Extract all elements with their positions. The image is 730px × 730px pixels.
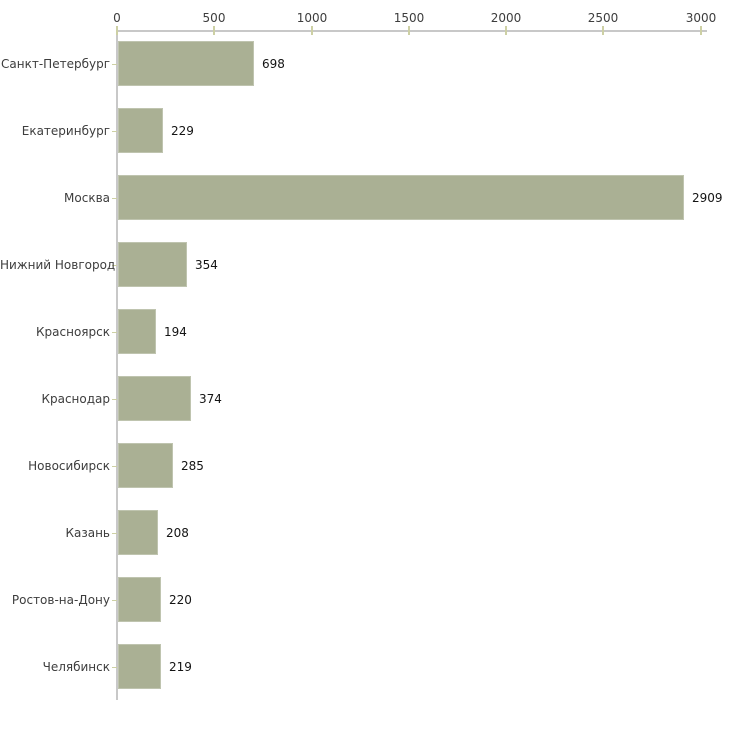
y-tick-mark [112,466,117,467]
value-label: 229 [171,124,194,138]
category-label: Новосибирск [28,459,110,473]
x-tick-label: 0 [113,11,121,25]
x-tick-mark [408,26,410,35]
bar [118,175,684,220]
y-tick-mark [112,399,117,400]
value-label: 208 [166,526,189,540]
category-label: Санкт-Петербург [1,57,110,71]
value-label: 220 [169,593,192,607]
bar [118,41,254,86]
y-tick-mark [112,600,117,601]
x-tick-mark [116,26,118,35]
category-label: Краснодар [41,392,110,406]
y-tick-mark [112,198,117,199]
x-tick-label: 2500 [587,11,619,25]
value-label: 374 [199,392,222,406]
category-label: Нижний Новгород [0,258,116,272]
y-tick-mark [112,667,117,668]
bar [118,376,191,421]
bar [118,510,158,555]
x-tick-label: 2000 [490,11,522,25]
bar [118,309,156,354]
bar [118,644,161,689]
y-tick-mark [112,332,117,333]
bar [118,577,161,622]
x-tick-label: 3000 [685,11,717,25]
y-tick-mark [112,64,117,65]
value-label: 285 [181,459,204,473]
value-label: 194 [164,325,187,339]
x-tick-label: 1500 [393,11,425,25]
category-label: Ростов-на-Дону [11,593,110,607]
bar [118,242,187,287]
x-tick-label: 500 [202,11,226,25]
value-label: 354 [195,258,218,272]
y-tick-mark [112,533,117,534]
x-tick-mark [602,26,604,35]
y-tick-mark [112,265,117,266]
category-label: Красноярск [36,325,110,339]
category-label: Екатеринбург [21,124,110,138]
x-tick-mark [700,26,702,35]
bar [118,443,173,488]
value-label: 2909 [692,191,723,205]
bar [118,108,163,153]
x-axis-line [117,30,707,32]
category-label: Москва [64,191,110,205]
x-tick-mark [311,26,313,35]
x-tick-mark [505,26,507,35]
category-label: Казань [65,526,110,540]
category-label: Челябинск [42,660,110,674]
value-label: 219 [169,660,192,674]
y-tick-mark [112,131,117,132]
x-tick-mark [213,26,215,35]
value-label: 698 [262,57,285,71]
x-tick-label: 1000 [296,11,328,25]
